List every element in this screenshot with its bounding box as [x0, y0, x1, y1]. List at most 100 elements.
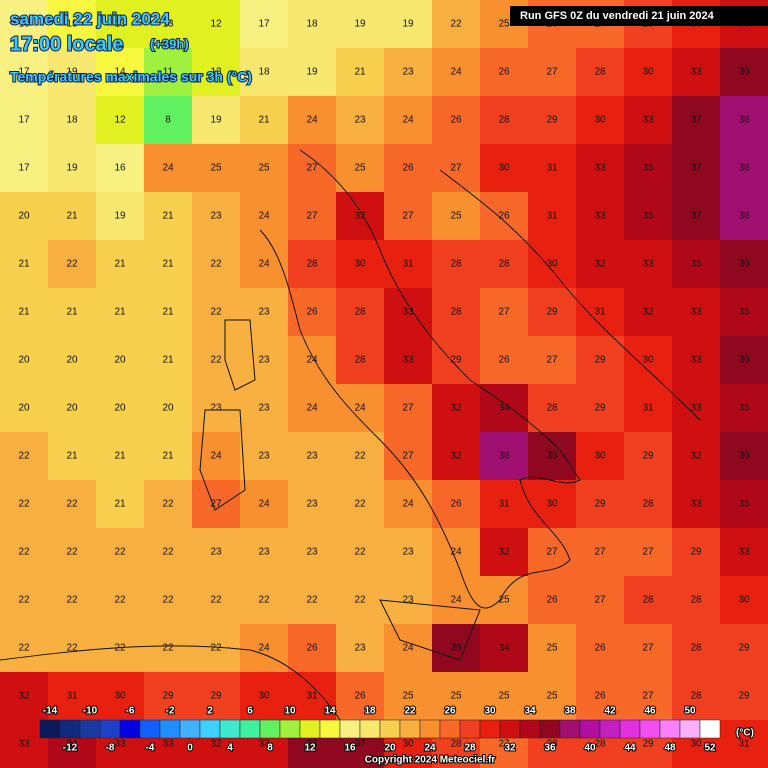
temp-label: 26 [450, 499, 462, 510]
color-scale: -14 -10 -6 -2 2 6 10 14 18 22 26 30 34 38 42 46 50-12 -8-… [39, 705, 721, 755]
temp-cell [48, 144, 97, 193]
temp-label: 25 [402, 691, 414, 702]
temp-cell [480, 672, 529, 721]
temp-label: 24 [306, 115, 318, 126]
temp-label: 28 [498, 259, 510, 270]
temp-label: 19 [354, 19, 366, 30]
temp-label: 21 [162, 259, 174, 270]
temp-cell [720, 672, 768, 721]
temp-label: 17 [18, 163, 30, 174]
temp-cell [576, 192, 625, 241]
temp-label: 22 [162, 547, 174, 558]
temp-label: 30 [594, 451, 606, 462]
scale-box [179, 719, 201, 739]
temp-cell [144, 48, 193, 97]
temp-cell [672, 528, 721, 577]
temp-cell [288, 240, 337, 289]
temp-label: 22 [66, 547, 78, 558]
temp-cell [192, 576, 241, 625]
temp-label: 13 [162, 19, 174, 30]
temp-label: 23 [306, 451, 318, 462]
temp-label: 31 [66, 691, 78, 702]
scale-box [419, 719, 441, 739]
temp-cell [432, 192, 481, 241]
temp-cell [384, 672, 433, 721]
temp-cell [720, 48, 768, 97]
temp-label: 23 [210, 547, 222, 558]
scale-label: 20 [384, 743, 396, 754]
temp-label: 13 [114, 19, 126, 30]
temp-cell [528, 624, 577, 673]
temp-label: 27 [498, 307, 510, 318]
temp-label: 20 [114, 403, 126, 414]
temp-cell [576, 672, 625, 721]
temp-label: 27 [642, 643, 654, 654]
temp-label: 31 [546, 211, 558, 222]
run-banner [510, 6, 768, 26]
temp-label: 28 [690, 595, 702, 606]
temp-cell [432, 0, 481, 49]
temp-label: 27 [402, 451, 414, 462]
temp-label: 21 [114, 307, 126, 318]
temp-cell [48, 336, 97, 385]
temp-cell [288, 48, 337, 97]
temp-cell [720, 192, 768, 241]
temp-cell [0, 240, 49, 289]
temp-label: 31 [738, 739, 750, 750]
temp-cell [336, 528, 385, 577]
temp-label: 27 [210, 499, 222, 510]
temp-cell [0, 576, 49, 625]
temp-label: 18 [258, 67, 270, 78]
temp-label: 21 [162, 355, 174, 366]
temp-label: 20 [18, 355, 30, 366]
temp-label: 23 [354, 643, 366, 654]
temp-cell [480, 624, 529, 673]
temp-label: 24 [258, 499, 270, 510]
scale-box [539, 719, 561, 739]
coastlines [0, 149, 701, 721]
temp-label: 32 [210, 739, 222, 750]
scale-box [79, 719, 101, 739]
temp-cell [144, 336, 193, 385]
temp-cell [384, 336, 433, 385]
temp-label: 22 [66, 595, 78, 606]
temp-label: 31 [402, 259, 414, 270]
scale-box [619, 719, 641, 739]
temp-cell [192, 672, 241, 721]
temp-label: 27 [546, 67, 558, 78]
temp-label: 28 [642, 499, 654, 510]
temp-label: 28 [690, 691, 702, 702]
temp-cell [480, 288, 529, 337]
temp-label: 26 [594, 643, 606, 654]
temp-cell [144, 480, 193, 529]
temp-label: 23 [258, 547, 270, 558]
temp-cell [576, 96, 625, 145]
temp-label: 28 [594, 67, 606, 78]
temp-cell [48, 192, 97, 241]
temp-label: 28 [354, 307, 366, 318]
temp-cell [720, 480, 768, 529]
temp-cell [288, 192, 337, 241]
temp-cell [0, 144, 49, 193]
temp-label: 19 [306, 67, 318, 78]
scale-box [519, 719, 541, 739]
temp-cell [480, 240, 529, 289]
temp-label: 37 [354, 739, 366, 750]
temp-label: 24 [258, 259, 270, 270]
temp-label: 27 [450, 163, 462, 174]
temp-label: 33 [642, 115, 654, 126]
temp-label: 29 [594, 403, 606, 414]
temp-cell [240, 144, 289, 193]
temp-cell [576, 480, 625, 529]
temp-label: 29 [690, 547, 702, 558]
temp-cell [288, 336, 337, 385]
temp-label: 29 [738, 643, 750, 654]
temp-label: 26 [450, 115, 462, 126]
temp-label: 38 [498, 451, 510, 462]
temp-label: 25 [546, 643, 558, 654]
temp-label: 17 [258, 19, 270, 30]
temp-label: 29 [594, 355, 606, 366]
temp-label: 21 [354, 67, 366, 78]
time: 17:00 locale [10, 33, 123, 55]
scale-box [279, 719, 301, 739]
